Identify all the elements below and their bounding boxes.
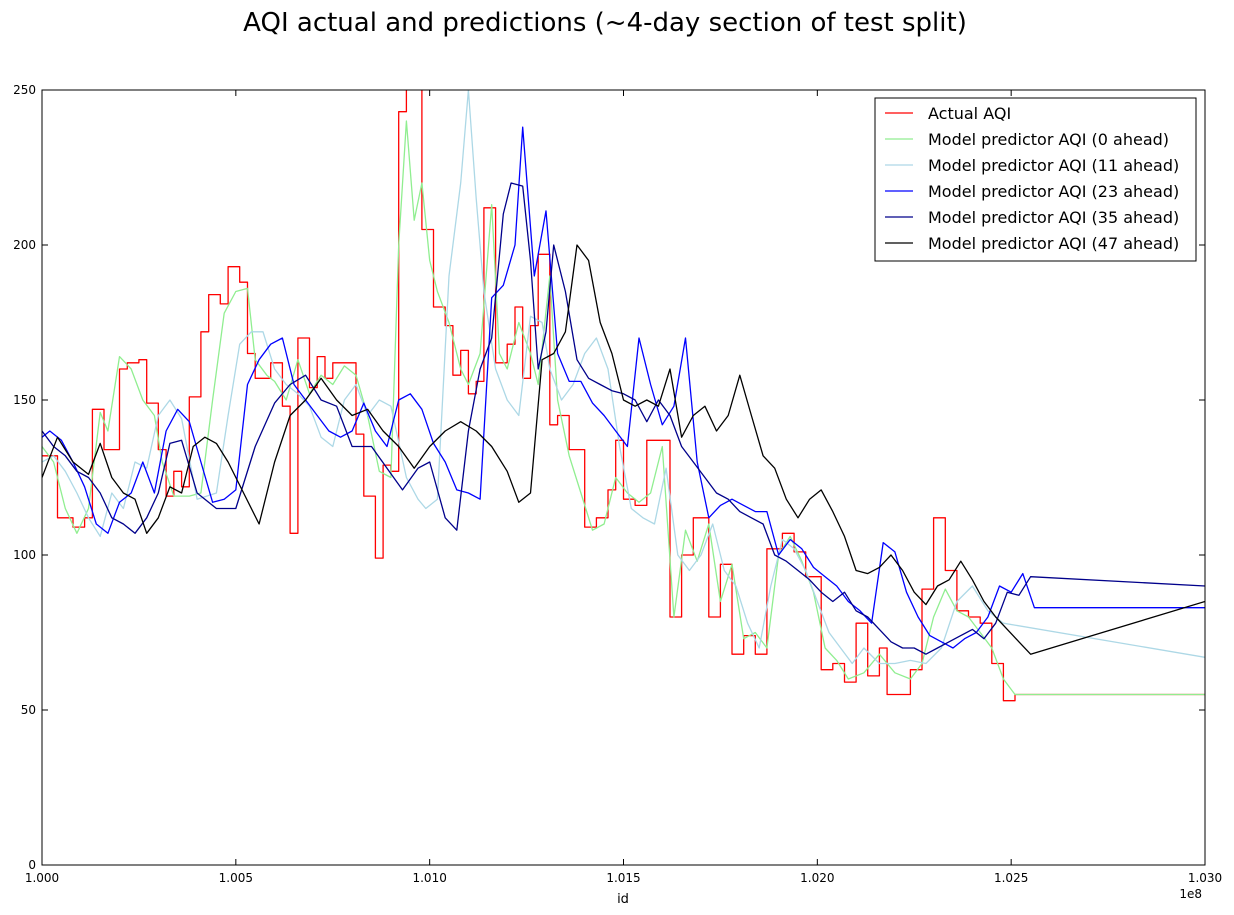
legend-label-3: Model predictor AQI (23 ahead) [928, 182, 1179, 201]
legend: Actual AQI Model predictor AQI (0 ahead) M… [874, 97, 1197, 262]
x-tick-label: 1.030 [1188, 871, 1222, 885]
x-tick-label: 1.020 [800, 871, 834, 885]
series-layer [42, 90, 1205, 702]
legend-label-2: Model predictor AQI (11 ahead) [928, 156, 1179, 175]
y-tick-label: 100 [13, 548, 36, 562]
x-tick-label: 1.000 [25, 871, 59, 885]
x-axis: 1.000 1.005 1.010 1.015 1.020 1.025 1.030 [25, 90, 1222, 885]
series-line-5 [42, 244, 1205, 655]
y-tick-label: 0 [28, 858, 36, 872]
legend-label-4: Model predictor AQI (35 ahead) [928, 208, 1179, 227]
series-line-4 [42, 182, 1205, 655]
y-tick-label: 250 [13, 83, 36, 97]
x-tick-label: 1.005 [219, 871, 253, 885]
legend-label-1: Model predictor AQI (0 ahead) [928, 130, 1169, 149]
legend-label-0: Actual AQI [928, 104, 1011, 123]
y-tick-label: 200 [13, 238, 36, 252]
y-tick-label: 150 [13, 393, 36, 407]
series-line-2 [42, 90, 1205, 665]
x-tick-label: 1.010 [412, 871, 446, 885]
y-axis: 0 50 100 150 200 250 [13, 83, 1205, 872]
legend-box [874, 97, 1197, 262]
x-offset-label: 1e8 [1179, 887, 1202, 901]
x-tick-label: 1.025 [994, 871, 1028, 885]
series-line-3 [42, 126, 1205, 649]
x-tick-label: 1.015 [606, 871, 640, 885]
series-line-1 [42, 120, 1205, 696]
legend-label-5: Model predictor AQI (47 ahead) [928, 234, 1179, 253]
chart-title: AQI actual and predictions (~4-day secti… [243, 8, 967, 38]
y-tick-label: 50 [21, 703, 36, 717]
x-axis-label: id [617, 892, 629, 907]
